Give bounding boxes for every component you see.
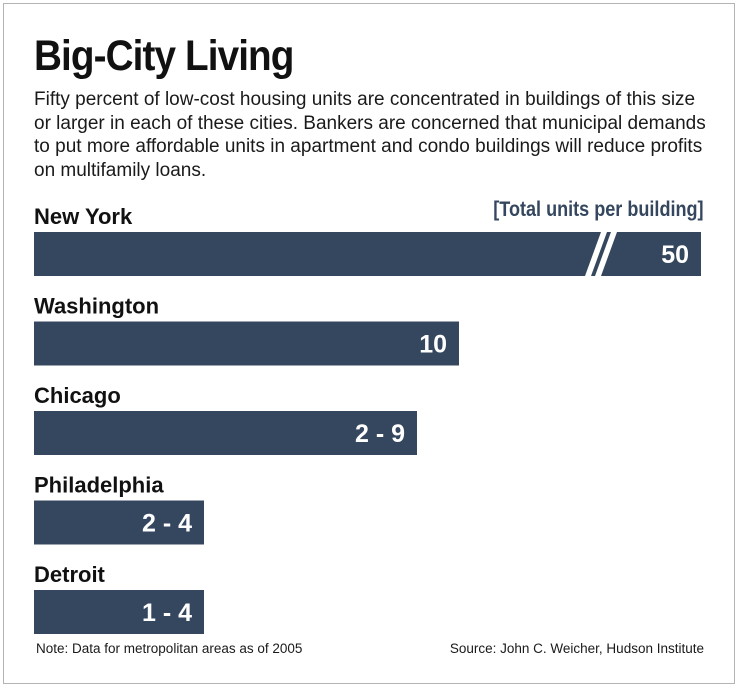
data-source: Source: John C. Weicher, Hudson Institut…	[449, 641, 704, 656]
value-label-detroit: 1 - 4	[142, 599, 192, 627]
category-label-philadelphia: Philadelphia	[34, 473, 164, 498]
value-label-new-york: 50	[661, 241, 689, 269]
category-label-washington: Washington	[34, 294, 159, 319]
axis-break-right	[595, 232, 617, 276]
bar-detroit	[34, 590, 204, 634]
category-label-chicago: Chicago	[34, 383, 121, 408]
category-label-detroit: Detroit	[34, 562, 106, 587]
chart-subtitle: Fifty percent of low-cost housing units …	[34, 89, 706, 181]
bar-chicago	[34, 411, 417, 455]
axis-break-left	[585, 232, 607, 276]
chart-title: Big-City Living	[34, 32, 294, 80]
unit-label: [Total units per building]	[493, 198, 704, 221]
bar-washington	[34, 321, 459, 366]
value-label-washington: 10	[419, 331, 447, 359]
category-label-new-york: New York	[34, 204, 133, 229]
value-label-chicago: 2 - 9	[355, 420, 405, 448]
data-note: Note: Data for metropolitan areas as of …	[36, 641, 303, 656]
value-label-philadelphia: 2 - 4	[142, 510, 192, 538]
bar-philadelphia	[34, 500, 204, 545]
